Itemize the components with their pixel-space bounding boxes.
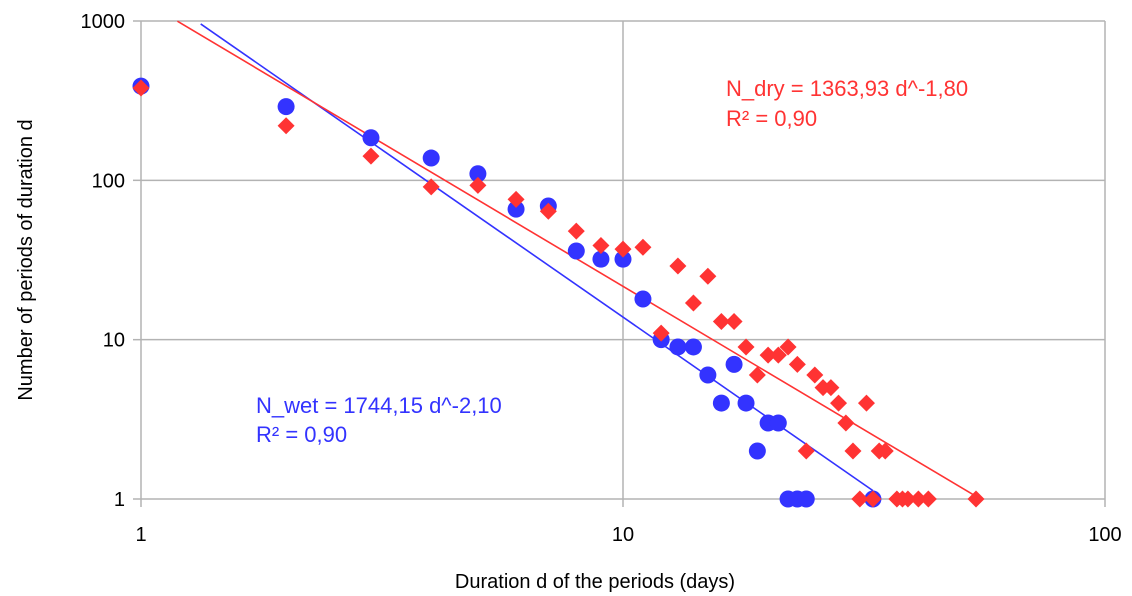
dry-data-point	[857, 394, 875, 412]
dry-data-point	[851, 490, 869, 508]
dry-data-point	[725, 313, 743, 331]
wet-data-point	[567, 242, 585, 260]
dry-data-point	[712, 313, 730, 331]
dry-data-point	[748, 366, 766, 384]
dry-data-point	[909, 490, 927, 508]
x-axis-title: Duration d of the periods (days)	[455, 571, 735, 593]
x-tick-label: 100	[1088, 524, 1121, 546]
wet-data-point	[797, 490, 815, 508]
wet-data-point	[769, 414, 787, 432]
wet-data-point	[614, 250, 632, 268]
wet-data-point	[634, 290, 652, 308]
dry-data-point	[567, 222, 585, 240]
wet-data-point	[362, 129, 380, 147]
wet-data-point	[277, 98, 295, 116]
dry-data-point	[830, 394, 848, 412]
wet-data-point	[712, 394, 730, 412]
dry-data-point	[822, 379, 840, 397]
wet-data-point	[469, 165, 487, 183]
wet-r2-annotation: R² = 0,90	[256, 422, 347, 447]
dry-data-point	[876, 442, 894, 460]
dry-data-point	[277, 117, 295, 135]
dry-data-point	[797, 442, 815, 460]
tick-labels: 1 10 100 1 10 100 1000	[81, 11, 1122, 546]
dry-data-point	[864, 490, 882, 508]
dry-data-point	[507, 190, 525, 208]
wet-data-point	[507, 200, 525, 218]
wet-data-point	[699, 366, 717, 384]
dry-data-point	[614, 240, 632, 258]
y-tick-label: 10	[103, 330, 125, 352]
dry-data-point	[592, 236, 610, 254]
dry-data-point	[837, 414, 855, 432]
data-points	[132, 77, 985, 508]
wet-equation-annotation: N_wet = 1744,15 d^-2,10	[256, 393, 502, 418]
dry-data-point	[669, 257, 687, 275]
dry-data-point	[919, 490, 937, 508]
y-tick-label: 100	[92, 170, 125, 192]
dry-data-point	[132, 79, 150, 97]
dry-data-point	[362, 147, 380, 165]
dry-data-point	[899, 490, 917, 508]
dry-data-point	[469, 176, 487, 194]
dry-data-point	[844, 442, 862, 460]
dry-data-point	[634, 238, 652, 256]
dry-data-point	[699, 267, 717, 285]
dry-equation-annotation: N_dry = 1363,93 d^-1,80	[726, 76, 968, 101]
dry-data-point	[967, 490, 985, 508]
dry-data-point	[806, 366, 824, 384]
wet-data-point	[725, 355, 743, 373]
wet-data-point	[422, 149, 440, 167]
y-tick-label: 1	[114, 489, 125, 511]
wet-data-point	[748, 442, 766, 460]
dry-data-point	[779, 338, 797, 356]
dry-r2-annotation: R² = 0,90	[726, 106, 817, 131]
y-axis-title: Number of periods of duration d	[15, 119, 37, 400]
wet-data-point	[684, 338, 702, 356]
dry-data-point	[422, 178, 440, 196]
dry-data-point	[788, 355, 806, 373]
wet-data-point	[669, 338, 687, 356]
x-tick-label: 1	[135, 524, 146, 546]
x-tick-label: 10	[612, 524, 634, 546]
dry-data-point	[684, 294, 702, 312]
wet-data-point	[592, 250, 610, 268]
dry-data-point	[769, 346, 787, 364]
dry-data-point	[539, 202, 557, 220]
dry-data-point	[737, 338, 755, 356]
y-tick-label: 1000	[81, 11, 126, 33]
grid-lines	[133, 20, 1106, 507]
wet-data-point	[737, 394, 755, 412]
dry-data-point	[759, 346, 777, 364]
dry-data-point	[652, 324, 670, 342]
